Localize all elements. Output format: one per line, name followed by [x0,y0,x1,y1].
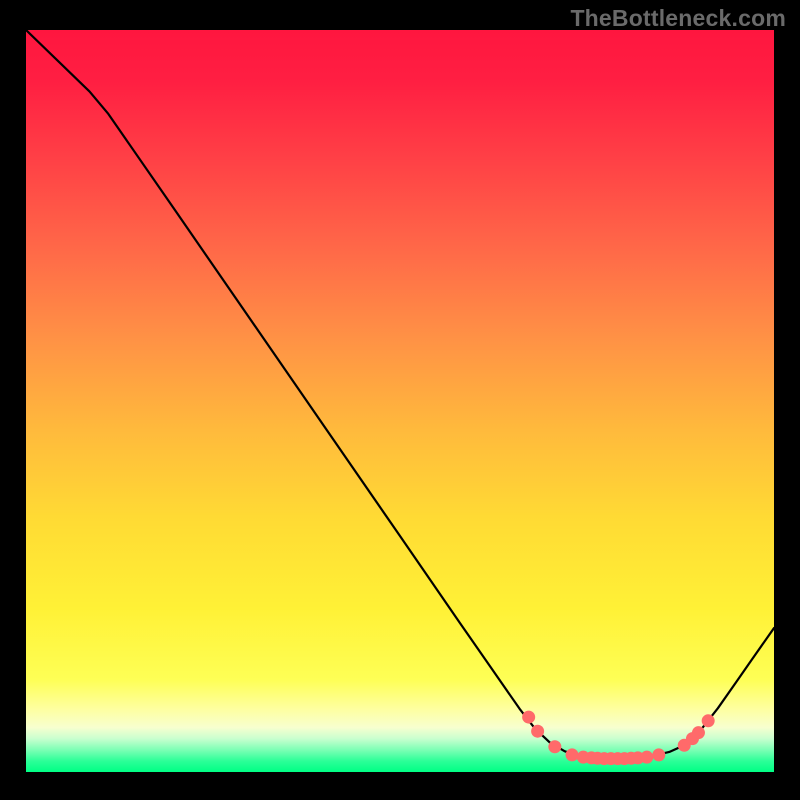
plot-area [26,30,774,772]
data-marker [548,740,561,753]
data-marker [522,711,535,724]
data-marker [652,748,665,761]
data-marker [566,748,579,761]
watermark-text: TheBottleneck.com [570,5,786,32]
bottleneck-curve [26,30,774,759]
data-marker [702,714,715,727]
chart-overlay [26,30,774,772]
data-marker [692,726,705,739]
chart-root: TheBottleneck.com [0,0,800,800]
data-marker [531,725,544,738]
data-marker [640,751,653,764]
